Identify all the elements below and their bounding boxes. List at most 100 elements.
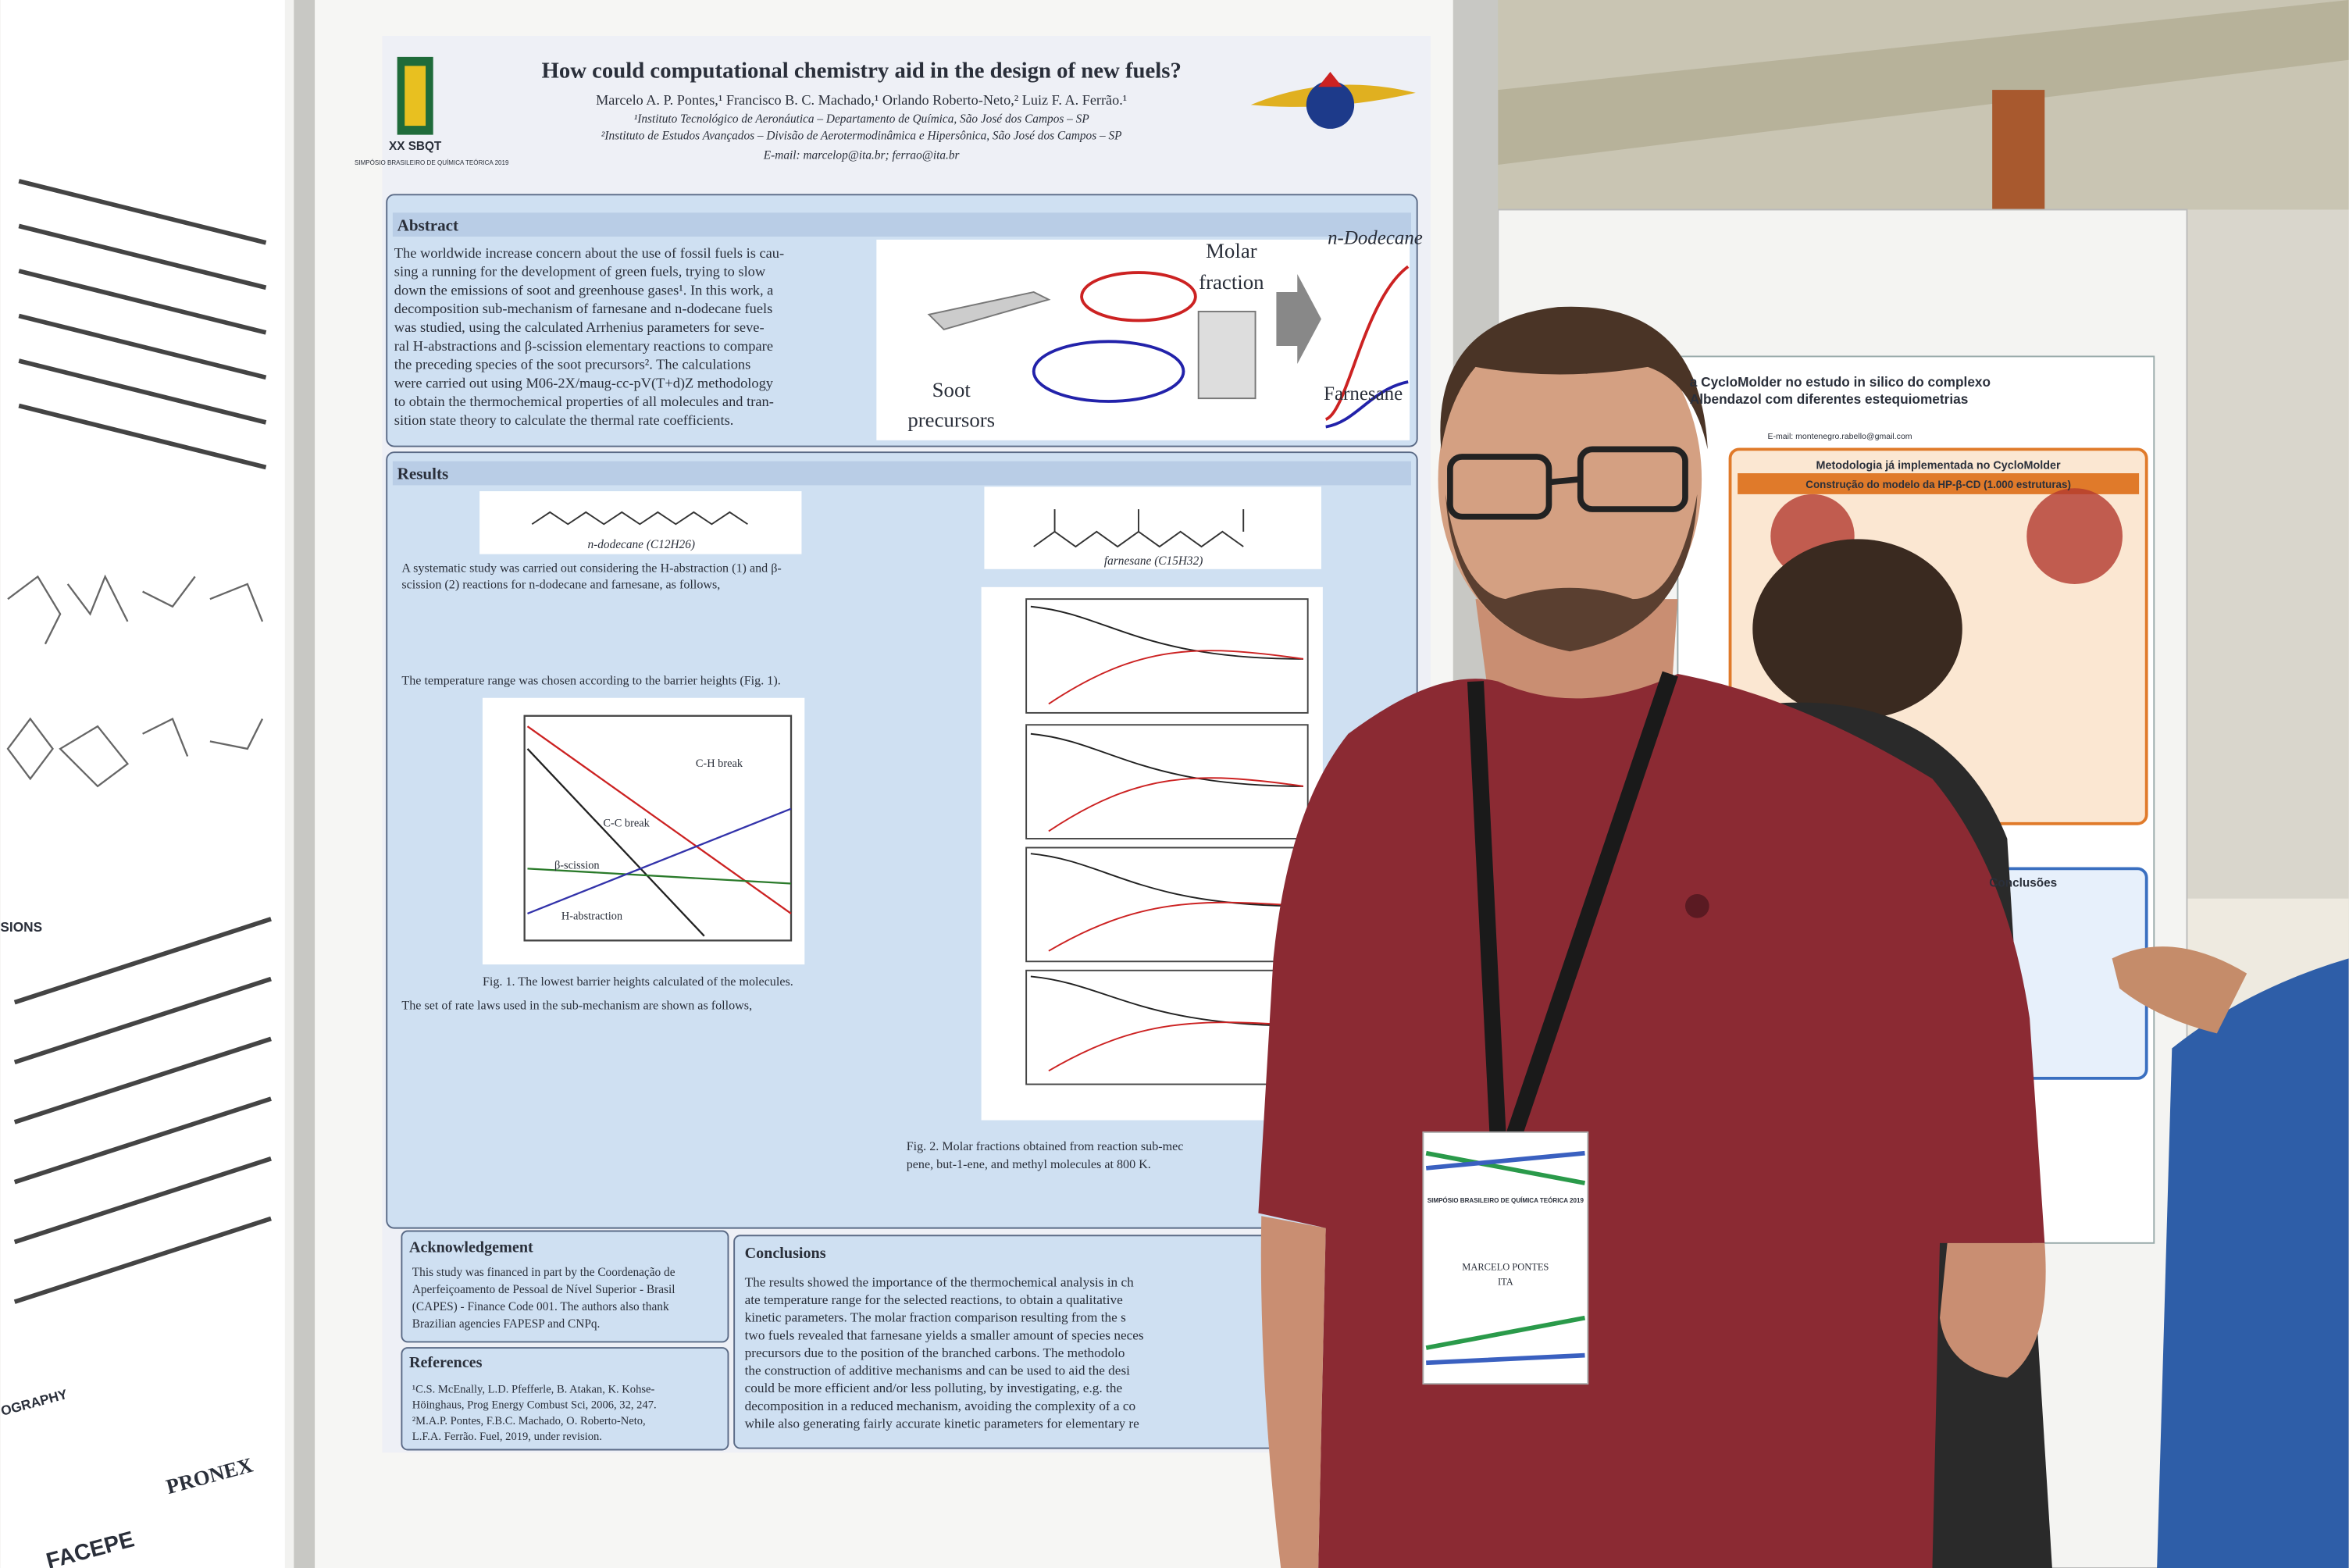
abstract-line: The worldwide increase concern about the… bbox=[394, 245, 784, 261]
figure-1-curves bbox=[523, 715, 793, 942]
right-poster-title: a CycloMolder no estudo in silico do com… bbox=[1690, 374, 1991, 390]
abstract-line: sing a running for the development of gr… bbox=[394, 264, 766, 280]
right-poster-heading: Conclusões bbox=[1989, 876, 2057, 889]
poster-authors: Marcelo A. P. Pontes,¹ Francisco B. C. M… bbox=[596, 92, 1127, 108]
right-poster-title: Albendazol com diferentes estequiometria… bbox=[1690, 391, 1969, 407]
acknowledgement-panel bbox=[401, 1230, 729, 1343]
logo-name: XX SBQT bbox=[389, 140, 442, 153]
abstract-line: decomposition sub-mechanism of farnesane… bbox=[394, 301, 773, 316]
reference-line: Höinghaus, Prog Energy Combust Sci, 2006… bbox=[412, 1399, 657, 1412]
badge-stripes bbox=[1425, 1150, 1586, 1350]
left-poster-heading: SIONS bbox=[0, 919, 42, 935]
ita-logo bbox=[1250, 72, 1416, 129]
acknowledgement-line: Aperfeiçoamento de Pessoal de Nível Supe… bbox=[412, 1283, 675, 1296]
left-poster-structures bbox=[6, 574, 264, 788]
badge-institution: ITA bbox=[1498, 1277, 1513, 1288]
conclusion-line: two fuels revealed that farnesane yields… bbox=[745, 1327, 1144, 1342]
badge-name: MARCELO PONTES bbox=[1462, 1261, 1549, 1272]
references-panel bbox=[401, 1347, 729, 1451]
hair bbox=[1440, 306, 1708, 450]
figure-caption: Fig. 1. The lowest barrier heights calcu… bbox=[483, 975, 793, 989]
results-line: scission (2) reactions for n-dodecane an… bbox=[401, 579, 720, 592]
acknowledgement-line: (CAPES) - Finance Code 001. The authors … bbox=[412, 1300, 669, 1313]
sbqt-logo bbox=[397, 56, 433, 135]
conclusion-line: kinetic parameters. The molar fraction c… bbox=[745, 1310, 1127, 1325]
abstract-graphic-drawings bbox=[927, 265, 1410, 429]
graphic-label: fraction bbox=[1199, 270, 1264, 294]
figure-label: C-C break bbox=[603, 818, 650, 830]
abstract-line: were carried out using M06-2X/maug-cc-pV… bbox=[394, 375, 774, 391]
abstract-line: was studied, using the calculated Arrhen… bbox=[394, 319, 765, 335]
graphic-label: Molar bbox=[1206, 239, 1257, 262]
person bbox=[1258, 306, 2046, 1568]
poster-affiliation: ¹Instituto Tecnológico de Aeronáutica – … bbox=[634, 112, 1089, 126]
graphic-label: Soot bbox=[932, 378, 971, 401]
background-person-head bbox=[1752, 539, 1962, 719]
conclusion-line: precursors due to the position of the br… bbox=[745, 1345, 1125, 1360]
farnesane-structure bbox=[984, 486, 1321, 569]
lanyard bbox=[1467, 671, 1678, 1141]
molecule-label: farnesane (C15H32) bbox=[1104, 554, 1203, 568]
badge-stripes bbox=[1425, 1150, 1585, 1366]
conclusion-line: ate temperature range for the selected r… bbox=[745, 1292, 1124, 1307]
right-poster-subheading: Construção do modelo da HP-β-CD (1.000 e… bbox=[1805, 479, 2071, 490]
figure-caption: pene, but-1-ene, and methyl molecules at… bbox=[907, 1158, 1151, 1171]
conclusion-line: the construction of additive mechanisms … bbox=[745, 1363, 1131, 1378]
ceiling-truss bbox=[1498, 0, 2349, 165]
results-heading-bar bbox=[392, 461, 1412, 486]
right-poster-heading: Metodologia já implementada no CycloMold… bbox=[1816, 459, 2061, 472]
shirt bbox=[1258, 674, 2045, 1568]
molecule-skeletons bbox=[531, 509, 1245, 548]
results-line: The temperature range was chosen accordi… bbox=[401, 674, 780, 687]
reference-line: ²M.A.P. Pontes, F.B.C. Machado, O. Rober… bbox=[412, 1415, 646, 1427]
figure-2 bbox=[981, 586, 1323, 1121]
abstract-line: to obtain the thermochemical properties … bbox=[394, 394, 774, 409]
abstract-line: sition state theory to calculate the the… bbox=[394, 412, 734, 428]
figure-label: C-H break bbox=[696, 757, 743, 770]
right-visitor-body bbox=[2157, 958, 2349, 1568]
logo-event: SIMPÓSIO BRASILEIRO DE QUÍMICA TEÓRICA 2… bbox=[355, 159, 509, 166]
glasses bbox=[1447, 446, 1688, 520]
left-poster-text-lines bbox=[13, 179, 272, 1304]
abstract-line: down the emissions of soot and greenhous… bbox=[394, 282, 774, 298]
abstract-line: the preceding species of the soot precur… bbox=[394, 357, 751, 372]
badge-event: SIMPÓSIO BRASILEIRO DE QUÍMICA TEÓRICA 2… bbox=[1428, 1197, 1584, 1204]
abstract-heading-bar bbox=[392, 212, 1412, 237]
section-heading: Abstract bbox=[397, 216, 458, 234]
section-heading: Acknowledgement bbox=[409, 1238, 533, 1256]
conclusion-line: The results showed the importance of the… bbox=[745, 1274, 1135, 1289]
figure-1 bbox=[482, 697, 805, 965]
abstract-line: ral H-abstractions and β-scission elemen… bbox=[394, 338, 773, 354]
board-frame bbox=[294, 0, 315, 1568]
shirt-logo bbox=[1684, 893, 1709, 918]
molecule-label: n-dodecane (C12H26) bbox=[587, 538, 695, 551]
reference-line: L.F.A. Ferrão. Fuel, 2019, under revisio… bbox=[412, 1431, 602, 1443]
graphic-label: n-Dodecane bbox=[1328, 228, 1423, 249]
beard bbox=[1445, 494, 1698, 652]
graphic-label: precursors bbox=[907, 408, 995, 432]
conclusion-line: could be more efficient and/or less poll… bbox=[745, 1381, 1123, 1395]
reference-line: ¹C.S. McEnally, L.D. Pfefferle, B. Ataka… bbox=[412, 1384, 655, 1396]
graphic-label: Farnesane bbox=[1324, 383, 1403, 404]
right-visitor-hand bbox=[2112, 946, 2247, 1034]
figure-label: β-scission bbox=[554, 859, 600, 871]
molecule-image bbox=[2026, 488, 2123, 584]
section-heading: Results bbox=[397, 465, 449, 483]
acknowledgement-line: This study was financed in part by the C… bbox=[412, 1266, 675, 1279]
arm bbox=[1260, 1216, 1326, 1568]
pillar bbox=[1992, 90, 2045, 225]
poster-title: How could computational chemistry aid in… bbox=[541, 59, 1181, 84]
poster-affiliation: ²Instituto de Estudos Avançados – Divisã… bbox=[601, 129, 1122, 142]
left-poster bbox=[0, 0, 285, 1568]
right-poster-email: E-mail: montenegro.rabello@gmail.com bbox=[1767, 432, 1912, 441]
figure-label: H-abstraction bbox=[561, 911, 622, 923]
conclusion-line: while also generating fairly accurate ki… bbox=[745, 1416, 1140, 1431]
arm bbox=[1940, 1242, 2046, 1378]
poster-email: E-mail: marcelop@ita.br; ferrao@ita.br bbox=[763, 148, 961, 162]
results-line: A systematic study was carried out consi… bbox=[401, 562, 781, 576]
section-heading: Conclusions bbox=[745, 1245, 826, 1262]
figure-caption: Fig. 2. Molar fractions obtained from re… bbox=[907, 1140, 1184, 1153]
acknowledgement-line: Brazilian agencies FAPESP and CNPq. bbox=[412, 1317, 601, 1331]
section-heading: References bbox=[409, 1354, 483, 1371]
